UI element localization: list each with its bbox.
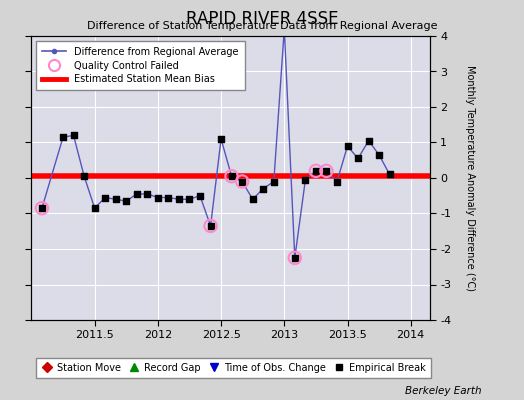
Y-axis label: Monthly Temperature Anomaly Difference (°C): Monthly Temperature Anomaly Difference (… xyxy=(465,65,475,291)
Point xyxy=(217,136,225,142)
Point xyxy=(375,152,383,158)
Text: Berkeley Earth: Berkeley Earth xyxy=(406,386,482,396)
Point xyxy=(270,178,278,185)
Point xyxy=(291,255,299,261)
Point xyxy=(175,196,183,202)
Point xyxy=(301,176,310,183)
Point xyxy=(143,191,151,197)
Point xyxy=(38,205,46,211)
Point xyxy=(227,173,236,180)
Point xyxy=(101,194,110,201)
Point xyxy=(291,255,299,261)
Legend: Station Move, Record Gap, Time of Obs. Change, Empirical Break: Station Move, Record Gap, Time of Obs. C… xyxy=(36,358,431,378)
Point xyxy=(238,178,246,185)
Point xyxy=(386,171,394,178)
Point xyxy=(206,223,215,229)
Point xyxy=(322,168,331,174)
Point xyxy=(185,196,194,202)
Point xyxy=(154,194,162,201)
Point xyxy=(322,168,331,174)
Point xyxy=(196,192,204,199)
Point xyxy=(312,168,320,174)
Point xyxy=(227,173,236,180)
Point xyxy=(133,191,141,197)
Point xyxy=(259,186,267,192)
Point xyxy=(238,178,246,185)
Point xyxy=(333,178,341,185)
Point xyxy=(122,198,130,204)
Point xyxy=(354,155,362,162)
Text: RAPID RIVER 4SSE: RAPID RIVER 4SSE xyxy=(185,10,339,28)
Point xyxy=(343,143,352,149)
Point xyxy=(164,194,172,201)
Point xyxy=(69,132,78,138)
Point xyxy=(80,173,89,180)
Point xyxy=(280,26,289,32)
Point xyxy=(248,196,257,202)
Point xyxy=(312,168,320,174)
Text: Difference of Station Temperature Data from Regional Average: Difference of Station Temperature Data f… xyxy=(87,21,437,31)
Point xyxy=(59,134,67,140)
Point xyxy=(112,196,120,202)
Point xyxy=(91,205,99,211)
Point xyxy=(364,138,373,144)
Point xyxy=(38,205,46,211)
Point xyxy=(206,223,215,229)
